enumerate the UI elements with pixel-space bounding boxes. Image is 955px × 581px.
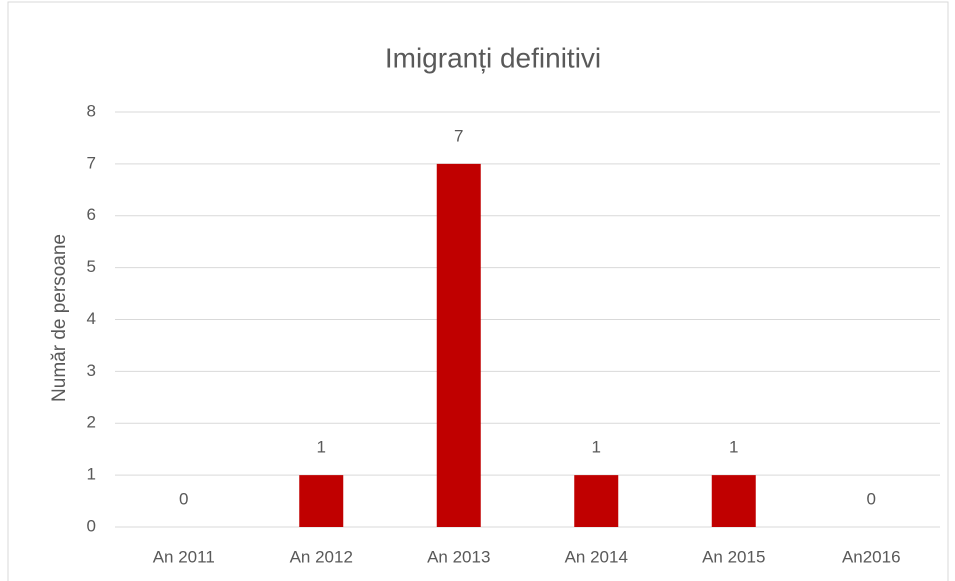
y-tick-label: 1: [87, 465, 96, 484]
x-tick-label: An 2015: [702, 547, 765, 566]
data-label: 7: [454, 126, 463, 145]
x-tick-label: An 2014: [565, 547, 628, 566]
x-tick-label: An 2013: [427, 547, 490, 566]
bar: [436, 163, 481, 527]
y-axis-title: Număr de persoane: [49, 234, 70, 402]
x-tick-label: An 2011: [153, 547, 215, 566]
chart-title: Imigranți definitivi: [385, 42, 601, 73]
y-tick-label: 8: [87, 101, 96, 120]
bar: [711, 475, 756, 527]
y-tick-label: 2: [87, 413, 96, 432]
y-tick-label: 0: [87, 516, 96, 535]
bar: [299, 475, 344, 527]
data-label: 0: [867, 489, 876, 508]
y-tick-label: 7: [87, 153, 96, 172]
data-label: 1: [592, 438, 601, 457]
y-tick-label: 6: [87, 205, 96, 224]
data-label: 1: [729, 438, 738, 457]
bar: [574, 475, 619, 527]
data-label: 0: [179, 489, 188, 508]
x-tick-label: An 2012: [290, 547, 353, 566]
x-tick-label: An2016: [842, 547, 901, 566]
y-tick-label: 4: [87, 309, 96, 328]
y-tick-label: 5: [87, 257, 96, 276]
data-label: 1: [317, 438, 326, 457]
y-tick-label: 3: [87, 361, 96, 380]
